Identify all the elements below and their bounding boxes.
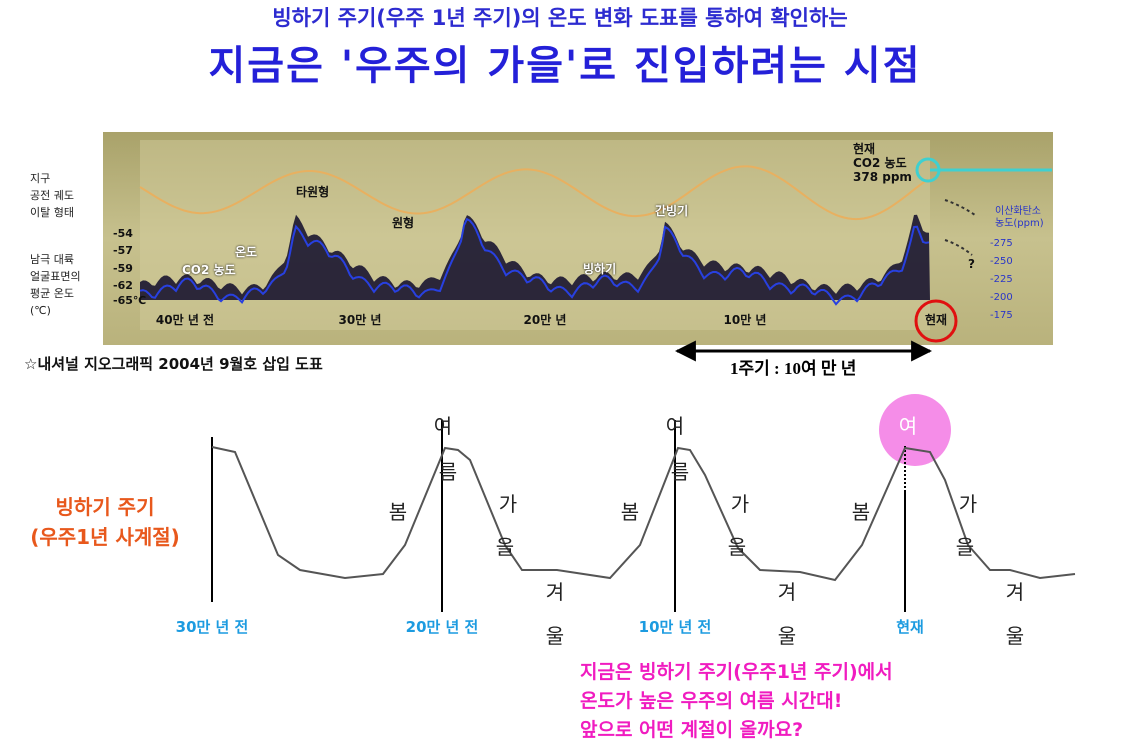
annotation: 온도 xyxy=(235,245,258,259)
now-circle xyxy=(914,299,958,343)
season-label: 름 xyxy=(670,460,690,484)
temp-tick: -62 xyxy=(113,279,133,292)
axis-caption: 이탈 형태 xyxy=(30,206,74,219)
period-label: 현재 xyxy=(896,618,924,636)
period-label: 10만 년 전 xyxy=(638,618,712,636)
figure-curve xyxy=(139,165,929,221)
season-label: 가 xyxy=(498,492,518,516)
co2-caption: 농도(ppm) xyxy=(995,218,1044,229)
axis-caption: 남극 대륙 xyxy=(30,253,74,266)
subtitle: 빙하기 주기(우주 1년 주기)의 온도 변화 도표를 통하여 확인하는 xyxy=(272,6,848,30)
axis-caption: 평균 온도 xyxy=(30,287,74,300)
season-label: 가 xyxy=(730,492,750,516)
current-label: 378 ppm xyxy=(853,170,912,184)
temp-tick: -65℃ xyxy=(113,294,147,307)
axis-caption: (℃) xyxy=(30,304,51,317)
co2-tick: -275 xyxy=(990,238,1013,249)
co2-circle xyxy=(915,157,941,183)
season-label: 겨 xyxy=(777,580,797,604)
period-label: 30만 년 전 xyxy=(175,618,249,636)
season-label: 겨 xyxy=(545,580,565,604)
period-label: 20만 년 전 xyxy=(405,618,479,636)
annotation: 타원형 xyxy=(296,185,330,199)
label-line: (우주1년 사계절) xyxy=(30,525,180,549)
season-label: 을 xyxy=(727,535,747,559)
annotation: 간빙기 xyxy=(655,204,689,218)
annotation: 빙하기 xyxy=(583,262,617,276)
season-label: 여 xyxy=(665,414,685,438)
summer-highlight xyxy=(879,394,951,466)
projection xyxy=(944,199,976,256)
co2-tick: -200 xyxy=(990,292,1013,303)
season-label: 여 xyxy=(898,414,918,438)
current-label: CO2 농도 xyxy=(853,156,907,170)
cycle-label: 1주기 : 10여 만 년 xyxy=(730,359,857,378)
time-label: 현재 xyxy=(924,313,948,327)
time-label: 20만 년 xyxy=(523,313,567,327)
time-label: 10만 년 xyxy=(723,313,767,327)
co2-caption: 이산화탄소 xyxy=(995,206,1041,217)
season-label: 봄 xyxy=(851,500,871,524)
message-line: 지금은 빙하기 주기(우주1년 주기)에서 xyxy=(580,661,893,683)
figure-curve xyxy=(140,214,930,300)
co2-tick: -175 xyxy=(990,310,1013,321)
time-label: 30만 년 xyxy=(338,313,382,327)
figure-curve xyxy=(139,217,930,306)
temp-tick: -57 xyxy=(113,244,133,257)
season-label: 봄 xyxy=(388,500,408,524)
cycle-left-label: 빙하기 주기 (우주1년 사계절) xyxy=(30,492,180,552)
label-line: 빙하기 주기 xyxy=(55,495,155,519)
plot-area xyxy=(140,140,930,330)
axis-caption: 공전 궤도 xyxy=(30,189,74,202)
season-label: 름 xyxy=(438,460,458,484)
axis-caption: 얼굴표면의 xyxy=(30,270,81,283)
annotation: CO2 농도 xyxy=(182,263,236,277)
annotation: ? xyxy=(968,257,975,271)
co2-tick: -250 xyxy=(990,256,1013,267)
annotation: 원형 xyxy=(392,216,415,230)
message-line: 앞으로 어떤 계절이 올까요? xyxy=(580,719,804,741)
season-label: 을 xyxy=(955,535,975,559)
message-line: 온도가 높은 우주의 여름 시간대! xyxy=(580,690,843,712)
time-label: 40만 년 전 xyxy=(155,313,215,327)
title: 지금은 '우주의 가을'로 진입하려는 시점 xyxy=(208,43,922,89)
season-label: 겨 xyxy=(1005,580,1025,604)
cycle-wave xyxy=(211,446,1076,582)
season-label: 울 xyxy=(545,624,565,648)
season-label: 가 xyxy=(958,492,978,516)
caption: ☆내셔널 지오그래픽 2004년 9월호 삽입 도표 xyxy=(24,355,323,373)
temp-tick: -54 xyxy=(113,227,133,240)
season-label: 을 xyxy=(495,535,515,559)
season-label: 울 xyxy=(1005,624,1025,648)
co2-tick: -225 xyxy=(990,274,1013,285)
current-label: 현재 xyxy=(853,142,876,156)
message: 지금은 빙하기 주기(우주1년 주기)에서 온도가 높은 우주의 여름 시간대!… xyxy=(580,658,893,745)
axis-caption: 지구 xyxy=(30,172,51,185)
season-label: 여 xyxy=(433,414,453,438)
temp-tick: -59 xyxy=(113,262,133,275)
season-label: 봄 xyxy=(620,500,640,524)
figure-curves xyxy=(139,165,930,306)
season-label: 울 xyxy=(777,624,797,648)
